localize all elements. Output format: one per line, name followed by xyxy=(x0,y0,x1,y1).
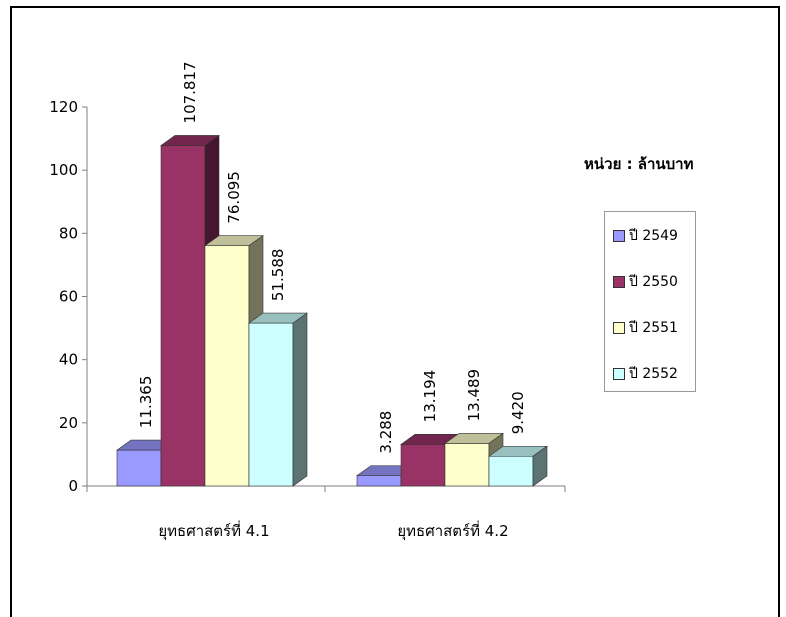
data-label: 11.365 xyxy=(137,376,155,429)
legend-item: ปี 2552 xyxy=(613,364,678,384)
legend-label: ปี 2552 xyxy=(629,366,678,382)
legend-item: ปี 2549 xyxy=(613,226,678,246)
legend-swatch xyxy=(613,276,625,288)
y-tick-label: 100 xyxy=(49,161,78,179)
legend-swatch xyxy=(613,230,625,242)
legend-label: ปี 2550 xyxy=(629,274,678,290)
y-tick-label: 80 xyxy=(59,224,78,242)
data-label: 3.288 xyxy=(377,411,395,454)
y-tick-label: 120 xyxy=(49,98,78,116)
y-tick-label: 0 xyxy=(68,477,78,495)
x-category-label: ยุทธศาสตร์ที่ 4.1 xyxy=(158,520,269,541)
y-tick-label: 60 xyxy=(59,288,78,306)
legend-label: ปี 2551 xyxy=(629,320,678,336)
legend-swatch xyxy=(613,322,625,334)
data-label: 13.194 xyxy=(421,370,439,423)
data-label: 51.588 xyxy=(269,249,287,302)
legend-item: ปี 2551 xyxy=(613,318,678,338)
y-tick-label: 20 xyxy=(59,414,78,432)
data-label: 13.489 xyxy=(465,369,483,422)
chart-frame xyxy=(10,6,780,617)
data-label: 107.817 xyxy=(181,61,199,123)
bar xyxy=(248,312,308,487)
y-tick-label: 40 xyxy=(59,351,78,369)
bar xyxy=(488,445,548,487)
legend-label: ปี 2549 xyxy=(629,228,678,244)
legend: ปี 2549 ปี 2550 ปี 2551 ปี 2552 xyxy=(604,211,696,392)
unit-label: หน่วย : ล้านบาท xyxy=(584,155,694,173)
data-label: 9.420 xyxy=(509,391,527,434)
data-label: 76.095 xyxy=(225,171,243,224)
legend-item: ปี 2550 xyxy=(613,272,678,292)
legend-swatch xyxy=(613,368,625,380)
x-category-label: ยุทธศาสตร์ที่ 4.2 xyxy=(397,520,508,541)
